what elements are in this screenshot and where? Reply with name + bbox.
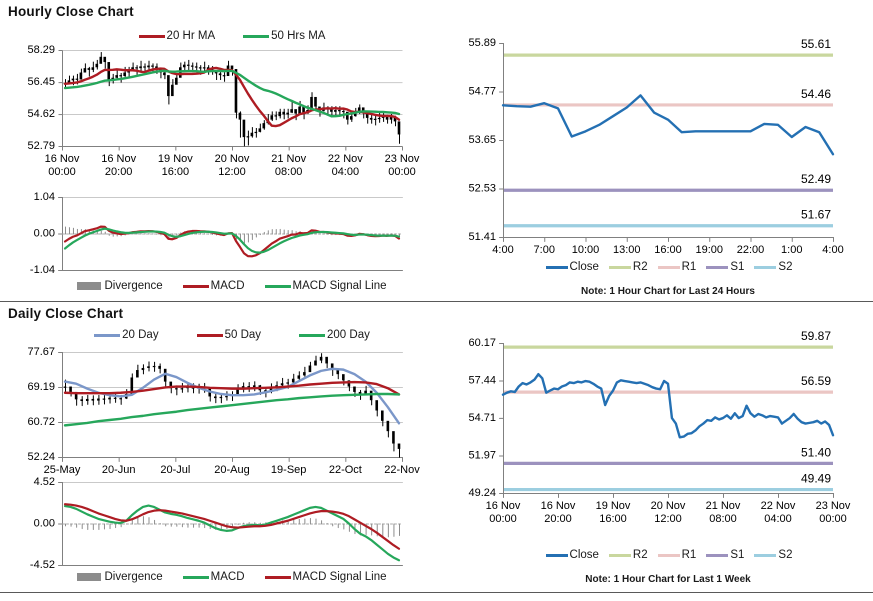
line-swatch-icon: [182, 284, 209, 288]
legend-item-s2: S2: [754, 261, 792, 273]
legend-label: MACD: [210, 571, 245, 583]
legend-label: S2: [778, 549, 793, 561]
line-swatch-icon: [706, 265, 729, 269]
week-levels-legend: Close R2 R1 S1 S2: [498, 549, 840, 561]
legend-item-r2: R2: [608, 549, 648, 561]
legend-item-50hr-ma: 50 Hrs MA: [243, 30, 325, 42]
day-levels-legend: Close R2 R1 S1 S2: [498, 261, 840, 273]
legend-item-50day: 50 Day: [196, 329, 262, 341]
legend-label: MACD Signal Line: [292, 280, 387, 292]
line-swatch-icon: [299, 333, 326, 337]
legend-label: Close: [569, 549, 599, 561]
bar-swatch-icon: [77, 573, 102, 581]
legend-label: 200 Day: [327, 329, 370, 341]
legend-label: 50 Day: [224, 329, 262, 341]
legend-label: R2: [632, 549, 648, 561]
legend-label: S1: [730, 261, 745, 273]
legend-label: 20 Day: [122, 329, 159, 341]
line-swatch-icon: [608, 265, 631, 269]
legend-item-r1: R1: [657, 261, 697, 273]
legend-item-s1: S1: [706, 549, 744, 561]
line-swatch-icon: [545, 553, 568, 557]
legend-label: R1: [681, 549, 697, 561]
legend-item-macd: MACD: [182, 571, 245, 583]
legend-label: S1: [730, 549, 745, 561]
legend-label: S2: [778, 261, 793, 273]
bottom-divider: [0, 592, 873, 593]
line-swatch-icon: [545, 265, 568, 269]
legend-item-s2: S2: [754, 549, 792, 561]
day-levels-note: Note: 1 Hour Chart for Last 24 Hours: [581, 286, 755, 297]
line-swatch-icon: [264, 284, 291, 288]
legend-item-20hr-ma: 20 Hr MA: [138, 30, 216, 42]
legend-label: Close: [569, 261, 599, 273]
legend-label: Divergence: [104, 571, 163, 583]
legend-label: R1: [681, 261, 697, 273]
legend-item-macd-signal: MACD Signal Line: [264, 280, 387, 292]
legend-item-close: Close: [545, 261, 599, 273]
line-swatch-icon: [196, 333, 223, 337]
line-swatch-icon: [706, 553, 729, 557]
legend-label: Divergence: [104, 280, 163, 292]
legend-label: 50 Hrs MA: [271, 30, 326, 42]
week-levels-note: Note: 1 Hour Chart for Last 1 Week: [585, 574, 751, 585]
legend-item-divergence: Divergence: [77, 571, 163, 583]
line-swatch-icon: [264, 575, 291, 579]
line-swatch-icon: [243, 34, 270, 38]
line-swatch-icon: [754, 553, 777, 557]
legend-item-macd: MACD: [182, 280, 245, 292]
line-swatch-icon: [657, 265, 680, 269]
legend-item-200day: 200 Day: [299, 329, 370, 341]
hourly-section-title: Hourly Close Chart: [8, 4, 134, 19]
legend-item-20day: 20 Day: [94, 329, 159, 341]
hourly-ma-legend: 20 Hr MA 50 Hrs MA: [62, 30, 402, 42]
legend-item-r1: R1: [657, 549, 697, 561]
daily-section-title: Daily Close Chart: [8, 306, 124, 321]
daily-macd-legend: Divergence MACD MACD Signal Line: [62, 571, 402, 583]
line-swatch-icon: [138, 34, 165, 38]
line-swatch-icon: [657, 553, 680, 557]
legend-label: MACD: [210, 280, 245, 292]
daily-ma-legend: 20 Day 50 Day 200 Day: [62, 329, 402, 341]
legend-label: MACD Signal Line: [292, 571, 387, 583]
hourly-macd-legend: Divergence MACD MACD Signal Line: [62, 280, 402, 292]
legend-label: R2: [632, 261, 648, 273]
legend-item-r2: R2: [608, 261, 648, 273]
legend-item-close: Close: [545, 549, 599, 561]
line-swatch-icon: [754, 265, 777, 269]
bar-swatch-icon: [77, 282, 102, 290]
legend-label: 20 Hr MA: [166, 30, 216, 42]
section-divider: [0, 301, 873, 302]
legend-item-s1: S1: [706, 261, 744, 273]
line-swatch-icon: [608, 553, 631, 557]
line-swatch-icon: [94, 333, 121, 337]
line-swatch-icon: [182, 575, 209, 579]
legend-item-divergence: Divergence: [77, 280, 163, 292]
legend-item-macd-signal: MACD Signal Line: [264, 571, 387, 583]
